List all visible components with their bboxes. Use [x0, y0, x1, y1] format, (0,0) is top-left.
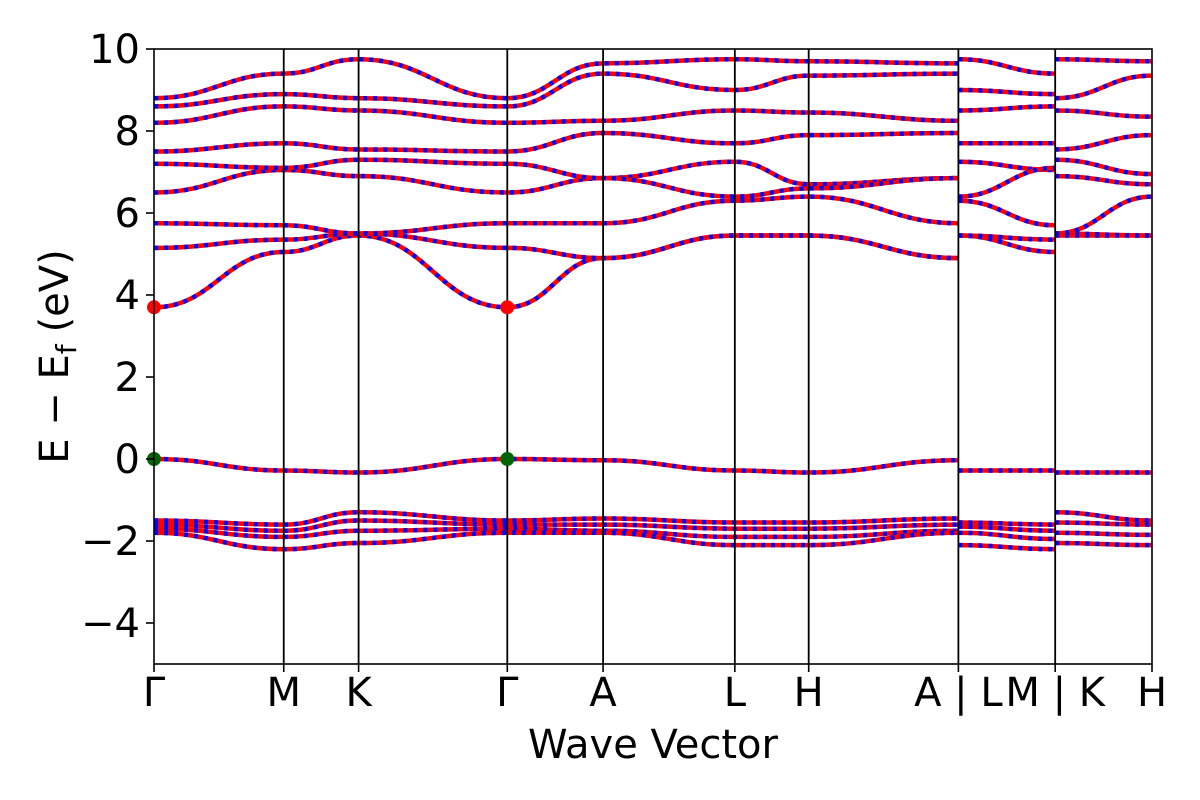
x-tick-label: H [1137, 670, 1167, 716]
band-line-blue-1 [154, 456, 1152, 475]
y-tick-label: 10 [89, 27, 140, 73]
band-line-blue-4 [154, 526, 1152, 542]
y-axis-label-main: E − E [32, 354, 78, 464]
y-axis-label-unit: (eV) [32, 249, 78, 332]
x-tick-label: K [345, 670, 373, 716]
x-tick-label: M [266, 670, 301, 716]
y-tick-label: −2 [81, 519, 140, 565]
band-lines [154, 56, 1152, 552]
y-axis-ticks: −4 −2 0 2 4 6 8 10 [81, 27, 154, 647]
high-symmetry-lines [282, 49, 1057, 664]
plot-frame [153, 48, 1153, 665]
band-line-blue-3 [154, 518, 1152, 534]
band-line-blue-6 [154, 233, 1152, 310]
band-line-blue-2 [154, 510, 1152, 527]
band-line-blue-13 [154, 71, 1152, 109]
band-line-red-6 [154, 233, 1152, 310]
y-tick-label: 8 [115, 109, 140, 155]
x-tick-label: L [724, 670, 747, 716]
y-axis-label: E − Ef (eV) [32, 249, 83, 464]
band-line-blue-14 [154, 56, 1152, 101]
vbm-marker-4 [500, 452, 515, 466]
band-line-blue-12 [154, 104, 1152, 126]
y-tick-label: −4 [81, 601, 140, 647]
x-tick-label: H [794, 670, 824, 716]
cbm-marker-2 [500, 300, 515, 315]
x-tick-label: Γ [496, 670, 519, 716]
x-tick-label: M | K [1005, 670, 1106, 716]
y-tick-label: 0 [115, 437, 140, 483]
band-line-blue-5 [154, 530, 1152, 552]
band-line-blue-9 [154, 159, 1152, 195]
y-tick-label: 6 [115, 191, 140, 237]
x-axis-label: Wave Vector [528, 722, 779, 768]
band-line-blue-10 [154, 157, 1152, 199]
band-line-blue-7 [154, 231, 1152, 261]
band-line-blue-11 [154, 130, 1152, 154]
x-tick-label: Γ [143, 670, 166, 716]
band-line-blue-8 [154, 194, 1152, 236]
y-axis-label-subscript: f [50, 343, 83, 354]
x-tick-label: A | L [914, 670, 1003, 716]
y-tick-label: 2 [115, 355, 140, 401]
band-edge-markers [147, 300, 515, 466]
y-tick-label: 4 [115, 273, 140, 319]
x-tick-label: A [589, 670, 617, 716]
